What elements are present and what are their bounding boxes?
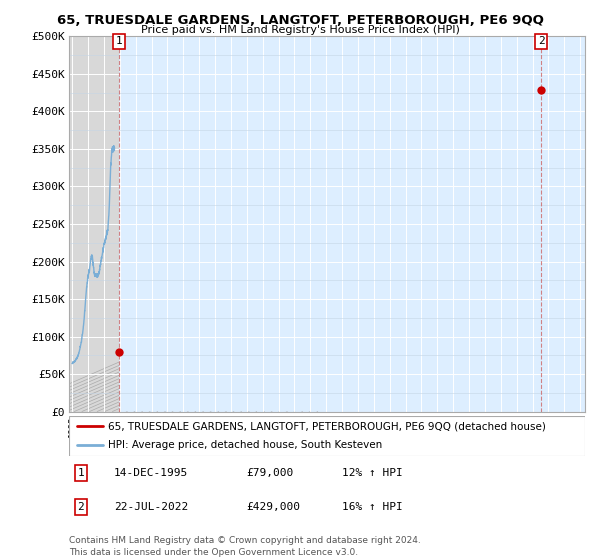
Text: 1: 1 <box>77 468 85 478</box>
Bar <box>69 36 119 412</box>
Text: 65, TRUESDALE GARDENS, LANGTOFT, PETERBOROUGH, PE6 9QQ: 65, TRUESDALE GARDENS, LANGTOFT, PETERBO… <box>56 14 544 27</box>
FancyBboxPatch shape <box>69 416 585 456</box>
Text: 2: 2 <box>538 36 545 46</box>
Text: 12% ↑ HPI: 12% ↑ HPI <box>342 468 403 478</box>
Text: £79,000: £79,000 <box>246 468 293 478</box>
Text: HPI: Average price, detached house, South Kesteven: HPI: Average price, detached house, Sout… <box>108 440 382 450</box>
Text: 2: 2 <box>77 502 85 512</box>
Text: Price paid vs. HM Land Registry's House Price Index (HPI): Price paid vs. HM Land Registry's House … <box>140 25 460 35</box>
Text: Contains HM Land Registry data © Crown copyright and database right 2024.
This d: Contains HM Land Registry data © Crown c… <box>69 536 421 557</box>
Text: 14-DEC-1995: 14-DEC-1995 <box>114 468 188 478</box>
Text: 16% ↑ HPI: 16% ↑ HPI <box>342 502 403 512</box>
Text: 65, TRUESDALE GARDENS, LANGTOFT, PETERBOROUGH, PE6 9QQ (detached house): 65, TRUESDALE GARDENS, LANGTOFT, PETERBO… <box>108 421 545 431</box>
Text: £429,000: £429,000 <box>246 502 300 512</box>
Text: 22-JUL-2022: 22-JUL-2022 <box>114 502 188 512</box>
Text: 1: 1 <box>116 36 122 46</box>
